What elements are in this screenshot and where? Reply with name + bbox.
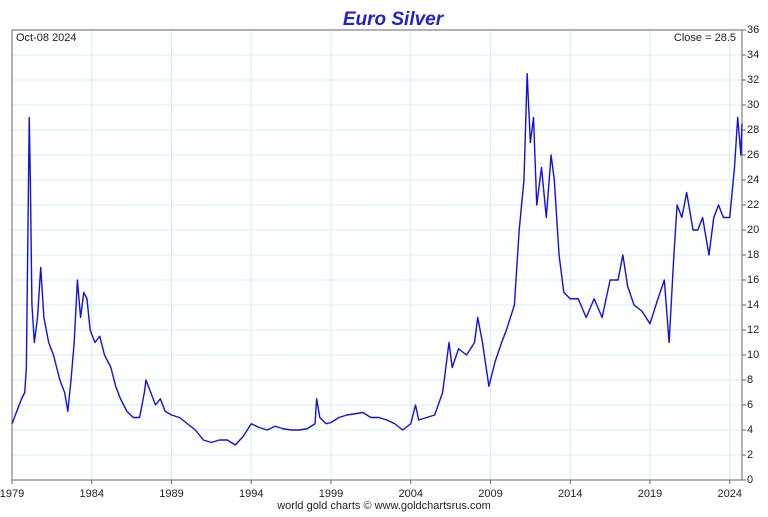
- y-tick-label: 28: [747, 124, 759, 136]
- x-tick-label: 1989: [159, 488, 183, 500]
- y-tick-label: 32: [747, 74, 759, 86]
- footer: world gold charts © www.goldchartsrus.co…: [276, 500, 491, 512]
- y-tick-label: 12: [747, 324, 759, 336]
- date-label: Oct-08 2024: [16, 32, 77, 44]
- y-tick-label: 0: [747, 474, 753, 486]
- y-tick-label: 4: [747, 424, 753, 436]
- y-tick-label: 6: [747, 399, 753, 411]
- y-tick-label: 36: [747, 24, 759, 36]
- y-tick-label: 34: [747, 49, 759, 61]
- close-label: Close = 28.5: [674, 32, 736, 44]
- y-tick-label: 30: [747, 99, 759, 111]
- y-tick-label: 2: [747, 449, 753, 461]
- y-tick-label: 20: [747, 224, 759, 236]
- x-tick-label: 1999: [319, 488, 343, 500]
- price-line: [11, 73, 743, 446]
- y-tick-label: 18: [747, 249, 759, 261]
- x-tick-label: 2019: [638, 488, 662, 500]
- plot-frame: [11, 29, 743, 481]
- y-tick-label: 22: [747, 199, 759, 211]
- x-tick-label: 2004: [398, 488, 422, 500]
- x-tick-label: 1979: [0, 488, 24, 500]
- x-tick-label: 2014: [558, 488, 582, 500]
- chart-title: Euro Silver: [343, 9, 445, 30]
- y-tick-label: 16: [747, 274, 759, 286]
- y-tick-label: 14: [747, 299, 759, 311]
- y-tick-label: 8: [747, 374, 753, 386]
- x-tick-label: 1984: [80, 488, 104, 500]
- x-tick-label: 2009: [478, 488, 502, 500]
- y-tick-label: 24: [747, 174, 759, 186]
- y-tick-label: 10: [747, 349, 759, 361]
- x-tick-label: 2024: [717, 488, 741, 500]
- y-tick-label: 26: [747, 149, 759, 161]
- x-tick-label: 1994: [239, 488, 263, 500]
